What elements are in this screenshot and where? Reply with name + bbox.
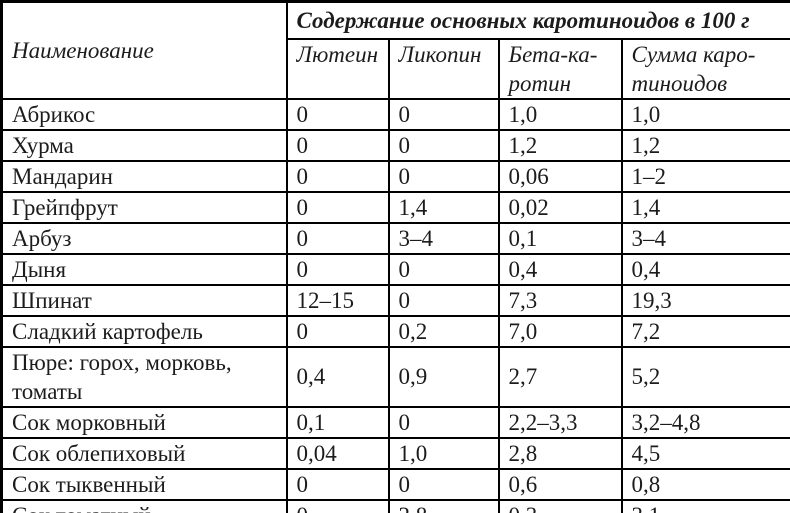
carotenoid-sum-value-cell: 19,3 <box>620 283 790 317</box>
carotenoid-sum-value-cell: 5,2 <box>620 345 790 408</box>
column-header-beta-carotene: Бета-ка- ротин <box>497 37 623 100</box>
lutein-value-cell: 0 <box>285 252 390 286</box>
lutein-value-cell: 0 <box>285 314 390 348</box>
carotenoid-sum-value-cell: 1,2 <box>620 128 790 162</box>
table-row: Сок облепиховый 0,04 1,0 2,8 4,5 <box>0 436 790 470</box>
column-header-name: Наименование <box>0 0 288 100</box>
beta-carotene-value-cell: 1,2 <box>497 128 623 162</box>
carotenoid-sum-value-cell: 0,8 <box>620 467 790 501</box>
lycopene-value-cell: 0 <box>387 128 500 162</box>
lutein-value-cell: 0 <box>285 128 390 162</box>
lutein-value-cell: 0,4 <box>285 345 390 408</box>
column-header-lutein: Лютеин <box>285 37 390 100</box>
lutein-value-cell: 0 <box>285 498 390 513</box>
carotenoid-sum-value-cell: 1,4 <box>620 190 790 224</box>
table-row: Дыня 0 0 0,4 0,4 <box>0 252 790 286</box>
lycopene-value-cell: 2,8 <box>387 498 500 513</box>
table-row: Пюре: горох, морковь, томаты 0,4 0,9 2,7… <box>0 345 790 408</box>
lycopene-value-cell: 1,0 <box>387 436 500 470</box>
beta-carotene-value-cell: 0,1 <box>497 221 623 255</box>
beta-carotene-value-cell: 7,3 <box>497 283 623 317</box>
carotenoid-sum-value-cell: 1–2 <box>620 159 790 193</box>
lycopene-value-cell: 0 <box>387 405 500 439</box>
food-name-cell: Сок морковный <box>0 405 288 439</box>
column-header-lycopene: Ликопин <box>387 37 500 100</box>
lutein-value-cell: 0 <box>285 221 390 255</box>
food-name-cell: Сок тыквенный <box>0 467 288 501</box>
food-name-cell: Хурма <box>0 128 288 162</box>
lycopene-value-cell: 0 <box>387 97 500 131</box>
beta-carotene-value-cell: 2,2–3,3 <box>497 405 623 439</box>
carotenoid-sum-value-cell: 3,1 <box>620 498 790 513</box>
group-header-carotenoids: Содержание основных каротиноидов в 100 г <box>285 0 790 40</box>
lutein-value-cell: 0 <box>285 159 390 193</box>
table-row: Сок морковный 0,1 0 2,2–3,3 3,2–4,8 <box>0 405 790 439</box>
lycopene-value-cell: 0 <box>387 283 500 317</box>
carotenoid-sum-value-cell: 1,0 <box>620 97 790 131</box>
lycopene-value-cell: 1,4 <box>387 190 500 224</box>
carotenoid-sum-value-cell: 3–4 <box>620 221 790 255</box>
lutein-value-cell: 0 <box>285 467 390 501</box>
beta-carotene-value-cell: 0,3 <box>497 498 623 513</box>
carotenoid-sum-value-cell: 0,4 <box>620 252 790 286</box>
food-name-cell: Мандарин <box>0 159 288 193</box>
table-row: Арбуз 0 3–4 0,1 3–4 <box>0 221 790 255</box>
food-name-cell: Грейпфрут <box>0 190 288 224</box>
column-header-carotenoid-sum: Сумма каро- тиноидов <box>620 37 790 100</box>
lycopene-value-cell: 0 <box>387 252 500 286</box>
carotenoid-sum-value-cell: 4,5 <box>620 436 790 470</box>
carotenoid-sum-value-cell: 3,2–4,8 <box>620 405 790 439</box>
lutein-value-cell: 0 <box>285 190 390 224</box>
beta-carotene-value-cell: 7,0 <box>497 314 623 348</box>
lycopene-value-cell: 0,2 <box>387 314 500 348</box>
lycopene-value-cell: 0 <box>387 159 500 193</box>
lycopene-value-cell: 3–4 <box>387 221 500 255</box>
table-header: Наименование Содержание основных каротин… <box>0 0 790 100</box>
group-header-row: Наименование Содержание основных каротин… <box>0 0 790 100</box>
beta-carotene-value-cell: 0,06 <box>497 159 623 193</box>
food-name-cell: Сладкий картофель <box>0 314 288 348</box>
table-row: Сок томатный 0 2,8 0,3 3,1 <box>0 498 790 513</box>
food-name-cell: Абрикос <box>0 97 288 131</box>
table-row: Грейпфрут 0 1,4 0,02 1,4 <box>0 190 790 224</box>
lutein-value-cell: 0,1 <box>285 405 390 439</box>
food-name-cell: Сок облепиховый <box>0 436 288 470</box>
lutein-value-cell: 12–15 <box>285 283 390 317</box>
table-row: Шпинат 12–15 0 7,3 19,3 <box>0 283 790 317</box>
food-name-cell: Шпинат <box>0 283 288 317</box>
table-row: Сладкий картофель 0 0,2 7,0 7,2 <box>0 314 790 348</box>
table-row: Хурма 0 0 1,2 1,2 <box>0 128 790 162</box>
food-name-cell: Дыня <box>0 252 288 286</box>
beta-carotene-value-cell: 2,7 <box>497 345 623 408</box>
column-header-row: Лютеин Ликопин Бета-ка- ротин Сумма каро… <box>2 37 790 100</box>
beta-carotene-value-cell: 2,8 <box>497 436 623 470</box>
lutein-value-cell: 0 <box>285 97 390 131</box>
lycopene-value-cell: 0,9 <box>387 345 500 408</box>
food-name-cell: Арбуз <box>0 221 288 255</box>
table-body: Абрикос 0 0 1,0 1,0 Хурма 0 0 1,2 1,2 Ма… <box>0 97 790 513</box>
food-name-cell: Сок томатный <box>0 498 288 513</box>
beta-carotene-value-cell: 0,02 <box>497 190 623 224</box>
table-row: Абрикос 0 0 1,0 1,0 <box>0 97 790 131</box>
table-row: Мандарин 0 0 0,06 1–2 <box>0 159 790 193</box>
beta-carotene-value-cell: 1,0 <box>497 97 623 131</box>
carotenoid-sum-value-cell: 7,2 <box>620 314 790 348</box>
table-row: Сок тыквенный 0 0 0,6 0,8 <box>0 467 790 501</box>
lycopene-value-cell: 0 <box>387 467 500 501</box>
food-name-cell: Пюре: горох, морковь, томаты <box>0 345 288 408</box>
beta-carotene-value-cell: 0,6 <box>497 467 623 501</box>
lutein-value-cell: 0,04 <box>285 436 390 470</box>
beta-carotene-value-cell: 0,4 <box>497 252 623 286</box>
